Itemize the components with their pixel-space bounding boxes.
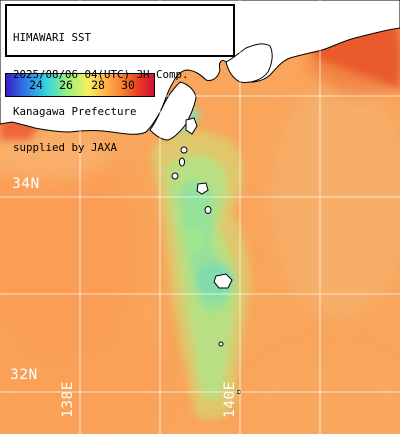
aogashima-island xyxy=(218,341,224,347)
legend-tick-28: 28 xyxy=(91,78,105,92)
sst-texture xyxy=(0,25,400,434)
shikinejima-island xyxy=(171,172,179,180)
legend-tick-30: 30 xyxy=(121,78,135,92)
mikurajima-island xyxy=(204,206,212,214)
legend-color-bar xyxy=(6,74,154,96)
info-title: HIMAWARI SST xyxy=(13,31,92,45)
hachijojima-island xyxy=(213,273,233,289)
temperature-legend: 24 26 28 30 xyxy=(5,73,155,97)
lat-label-34n: 34N xyxy=(12,176,40,192)
info-timestamp: 2025/08/06 04(UTC) 3H Comp. xyxy=(13,68,189,81)
info-region: Kanagawa Prefecture xyxy=(13,104,137,118)
izu-peninsula xyxy=(149,81,197,141)
miyakejima-island xyxy=(196,182,209,195)
lon-label-140e: 140E xyxy=(222,381,238,418)
info-source: supplied by JAXA xyxy=(13,141,118,155)
lat-label-32n: 32N xyxy=(10,367,38,383)
niijima-island xyxy=(179,157,185,167)
toshima-island xyxy=(180,146,188,154)
oshima-island xyxy=(185,117,198,135)
izu-islands xyxy=(171,117,241,394)
lon-label-138e: 138E xyxy=(60,381,76,418)
legend-tick-26: 26 xyxy=(59,78,73,92)
info-box: HIMAWARI SST 2025/08/06 04(UTC) 3H Comp.… xyxy=(5,4,235,154)
boso-peninsula xyxy=(225,43,273,83)
legend-tick-24: 24 xyxy=(29,78,43,92)
